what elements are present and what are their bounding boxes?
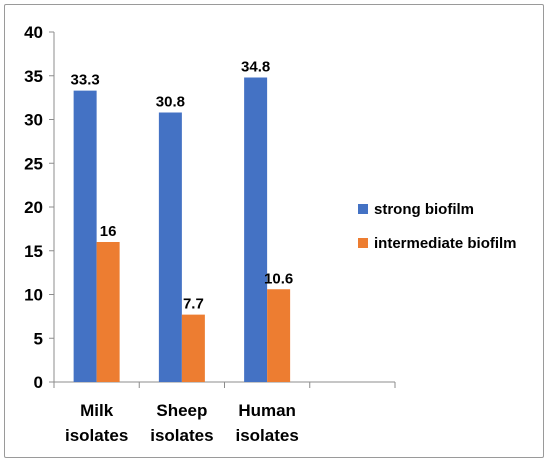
y-tick-label-3: 15 bbox=[24, 242, 43, 261]
legend-swatch-1 bbox=[358, 238, 368, 248]
y-tick-label-6: 30 bbox=[24, 111, 43, 130]
data-label-intermediate-biofilm-1: 7.7 bbox=[183, 296, 204, 313]
bar-strong-biofilm-2 bbox=[244, 77, 268, 382]
bar-intermediate-biofilm-0 bbox=[96, 242, 120, 382]
data-label-intermediate-biofilm-2: 10.6 bbox=[264, 270, 293, 287]
bar-intermediate-biofilm-1 bbox=[181, 314, 205, 382]
data-label-intermediate-biofilm-0: 16 bbox=[100, 223, 117, 240]
y-tick-label-4: 20 bbox=[24, 198, 43, 217]
category-label-1-line2: isolates bbox=[150, 426, 213, 445]
data-label-strong-biofilm-0: 33.3 bbox=[71, 72, 100, 89]
data-label-strong-biofilm-1: 30.8 bbox=[156, 94, 185, 111]
bar-strong-biofilm-0 bbox=[73, 90, 97, 382]
y-tick-label-8: 40 bbox=[24, 23, 43, 42]
category-label-2-line1: Human bbox=[238, 401, 296, 420]
category-label-0-line1: Milk bbox=[80, 401, 114, 420]
legend-label-0: strong biofilm bbox=[374, 201, 474, 218]
legend-swatch-0 bbox=[358, 204, 368, 214]
category-label-2-line2: isolates bbox=[235, 426, 298, 445]
category-label-0-line2: isolates bbox=[65, 426, 128, 445]
y-tick-label-5: 25 bbox=[24, 154, 43, 173]
bar-intermediate-biofilm-2 bbox=[267, 289, 291, 382]
bar-strong-biofilm-1 bbox=[158, 112, 182, 382]
y-tick-label-0: 0 bbox=[34, 373, 43, 392]
legend-label-1: intermediate biofilm bbox=[374, 235, 517, 252]
data-label-strong-biofilm-2: 34.8 bbox=[241, 59, 270, 76]
y-tick-label-1: 5 bbox=[34, 329, 43, 348]
category-label-1-line1: Sheep bbox=[156, 401, 207, 420]
chart-frame bbox=[4, 4, 544, 458]
y-tick-label-2: 10 bbox=[24, 286, 43, 305]
y-tick-label-7: 35 bbox=[24, 67, 43, 86]
